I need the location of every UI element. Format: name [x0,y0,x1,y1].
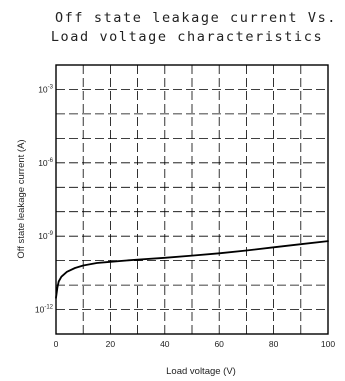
y-axis-label: Off state leakage current (A) [16,139,27,258]
grid-lines [56,65,328,334]
y-tick-label: 10-12 [35,305,54,315]
y-tick-label: 10-3 [38,85,53,95]
x-tick-label: 0 [54,339,59,349]
chart-title-line-1: Off state leakage current Vs. [55,10,337,26]
x-tick-label: 60 [214,339,224,349]
chart-title-line-2: Load voltage characteristics [51,29,323,45]
x-tick-label: 80 [269,339,279,349]
y-tick-labels: 10-3 10-6 10-9 10-12 [35,85,54,315]
y-tick-label: 10-6 [38,158,53,168]
x-tick-label: 100 [321,339,335,349]
x-tick-labels: 0 20 40 60 80 100 [54,339,336,349]
series-layer [55,240,329,299]
x-tick-label: 20 [106,339,116,349]
series-line [55,240,329,299]
plot-area [55,64,329,335]
x-tick-label: 40 [160,339,170,349]
x-axis-label: Load voltage (V) [166,366,236,377]
y-tick-label: 10-9 [38,231,53,241]
